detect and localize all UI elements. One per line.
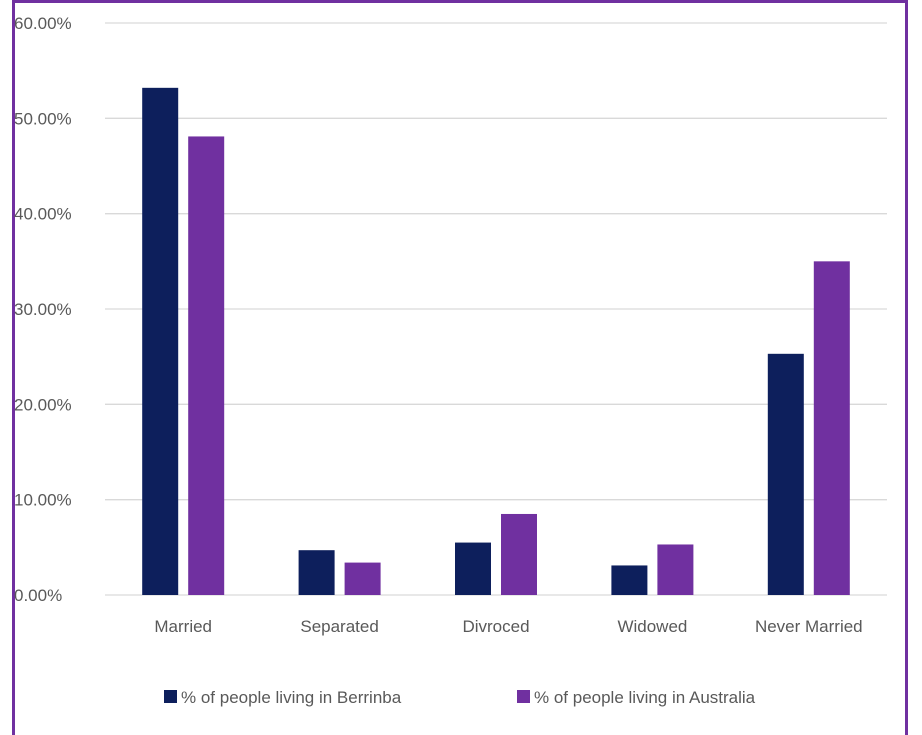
y-tick-label: 0.00% [14, 586, 62, 605]
y-tick-label: 10.00% [14, 491, 72, 510]
frame-border-left [12, 0, 15, 735]
bars [142, 87, 850, 596]
legend-swatch [517, 690, 530, 703]
bar-widowed-series-1 [611, 565, 648, 595]
bar-divroced-series-1 [455, 542, 491, 595]
y-tick-label: 60.00% [14, 14, 72, 33]
y-tick-label: 30.00% [14, 300, 72, 319]
bar-never-married-series-2 [813, 261, 850, 595]
y-axis-ticks: 0.00% 10.00% 20.00% 30.00% 40.00% 50.00% 60.00… [14, 14, 72, 605]
frame-border-right [905, 0, 908, 735]
bar-separated-series-2 [344, 562, 381, 595]
x-tick-label: Separated [300, 617, 378, 636]
bar-married-series-2 [188, 136, 225, 596]
y-tick-label: 40.00% [14, 205, 72, 224]
bar-widowed-series-2 [657, 544, 694, 595]
y-tick-label: 50.00% [14, 109, 72, 128]
x-tick-label: Never Married [755, 617, 863, 636]
y-tick-label: 20.00% [14, 395, 72, 414]
bar-divroced-series-2 [501, 513, 537, 595]
x-tick-label: Divroced [462, 617, 529, 636]
frame-border-top [12, 0, 908, 3]
legend-label: % of people living in Berrinba [181, 688, 402, 707]
bar-separated-series-1 [298, 550, 335, 595]
x-tick-label: Married [154, 617, 212, 636]
legend-swatch [164, 690, 177, 703]
bar-married-series-1 [142, 87, 179, 596]
bar-never-married-series-1 [767, 353, 804, 595]
x-axis-ticks: Married Separated Divroced Widowed Never Mar… [154, 617, 862, 636]
legend-label: % of people living in Australia [534, 688, 756, 707]
x-tick-label: Widowed [617, 617, 687, 636]
gridlines [105, 22, 887, 596]
legend: % of people living in Berrinba % of peopl… [164, 688, 756, 707]
